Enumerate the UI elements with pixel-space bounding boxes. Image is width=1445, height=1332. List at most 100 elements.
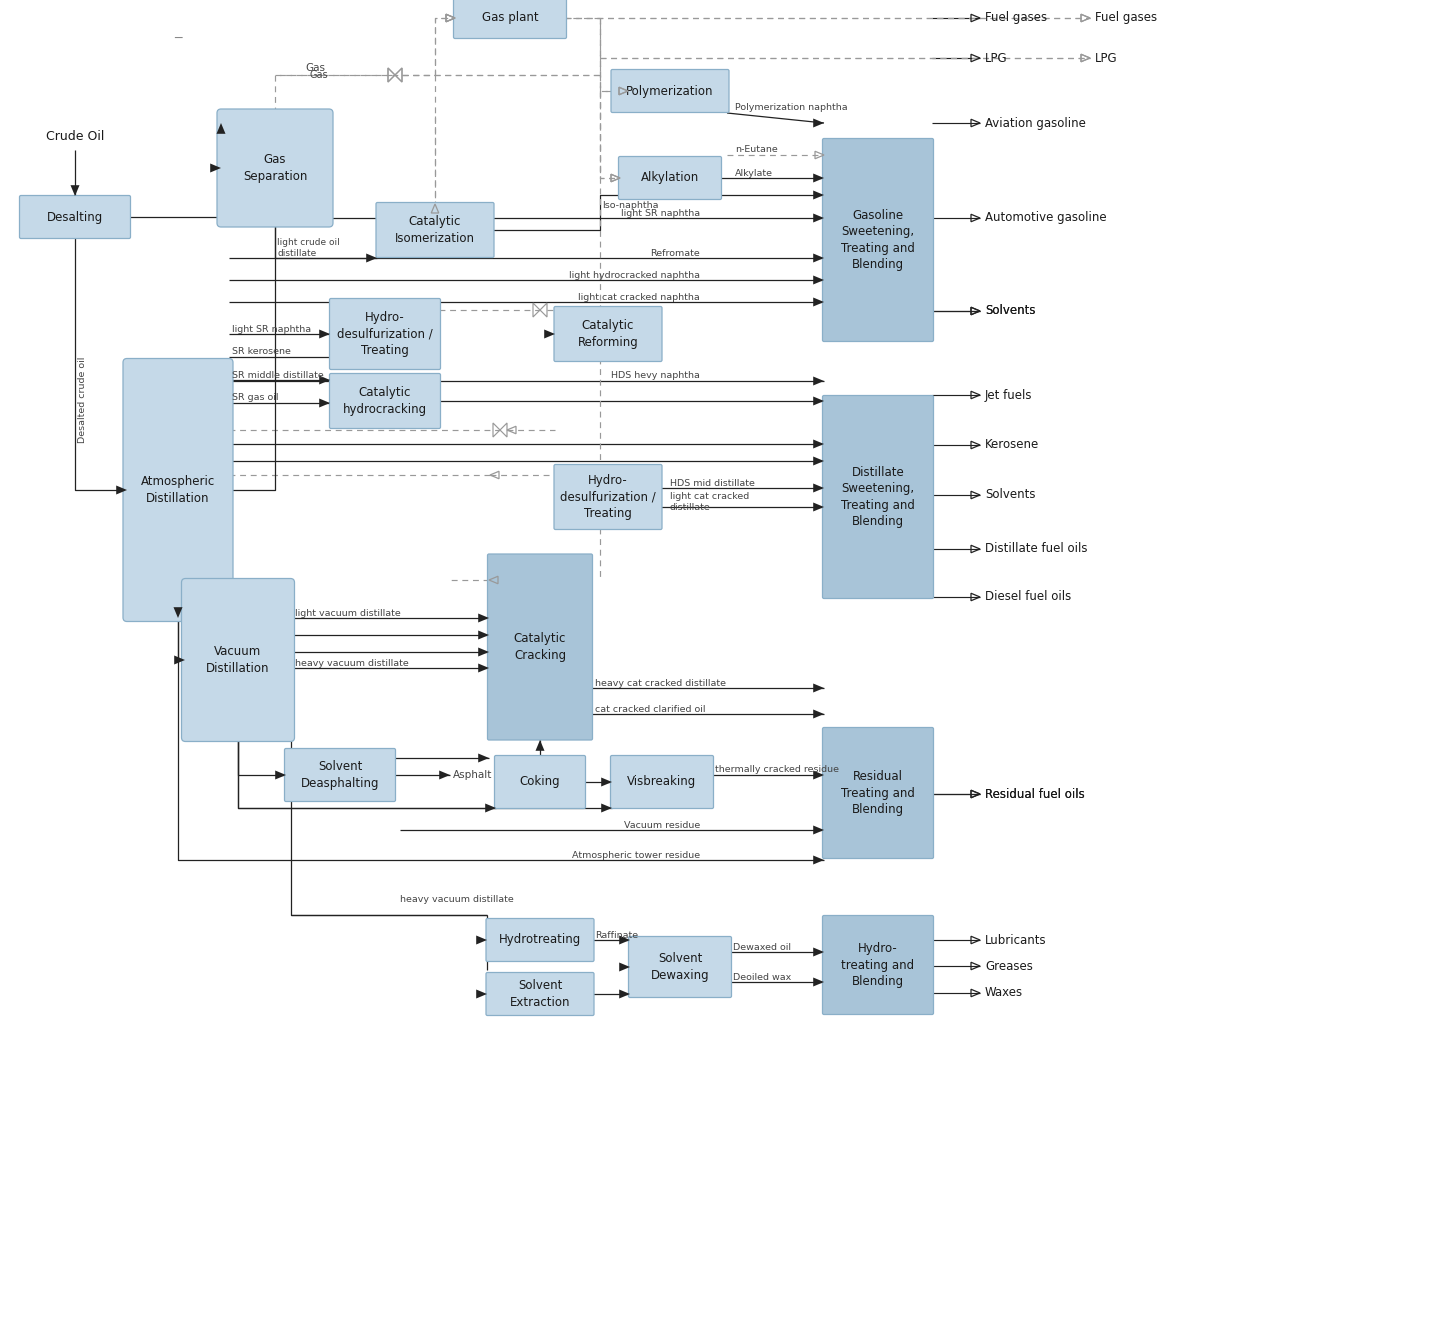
Polygon shape: [814, 978, 824, 987]
Text: Atmospheric tower residue: Atmospheric tower residue: [572, 851, 699, 859]
Polygon shape: [620, 935, 630, 944]
Text: Vacuum residue: Vacuum residue: [624, 821, 699, 830]
Polygon shape: [814, 377, 824, 385]
FancyBboxPatch shape: [553, 465, 662, 530]
Text: Catalytic
Isomerization: Catalytic Isomerization: [394, 216, 475, 245]
Text: HDS hevy naphtha: HDS hevy naphtha: [611, 372, 699, 381]
Text: Jet fuels: Jet fuels: [985, 389, 1033, 401]
FancyBboxPatch shape: [487, 554, 592, 741]
Polygon shape: [275, 770, 286, 779]
FancyBboxPatch shape: [123, 358, 233, 622]
Polygon shape: [814, 502, 824, 511]
Polygon shape: [814, 440, 824, 449]
Text: Polymerization: Polymerization: [626, 84, 714, 97]
FancyBboxPatch shape: [285, 749, 396, 802]
Polygon shape: [175, 655, 185, 665]
Text: Polymerization naphtha: Polymerization naphtha: [736, 104, 848, 112]
Polygon shape: [814, 683, 824, 693]
Polygon shape: [814, 770, 824, 779]
FancyBboxPatch shape: [19, 196, 130, 238]
FancyBboxPatch shape: [486, 972, 594, 1015]
Text: heavy vacuum distillate: heavy vacuum distillate: [295, 658, 409, 667]
Text: Lubricants: Lubricants: [985, 934, 1046, 947]
Polygon shape: [814, 173, 824, 182]
Polygon shape: [814, 297, 824, 306]
Text: light vacuum distillate: light vacuum distillate: [295, 609, 400, 618]
Polygon shape: [814, 213, 824, 222]
Polygon shape: [439, 770, 449, 779]
Text: Gas: Gas: [305, 63, 325, 73]
Text: n-Eutane: n-Eutane: [736, 145, 777, 155]
Polygon shape: [814, 484, 824, 493]
Polygon shape: [620, 963, 630, 971]
FancyBboxPatch shape: [610, 755, 714, 809]
Text: light hydrocracked naphtha: light hydrocracked naphtha: [569, 270, 699, 280]
FancyBboxPatch shape: [822, 727, 933, 859]
Text: thermally cracked residue: thermally cracked residue: [715, 766, 840, 774]
Text: LPG: LPG: [985, 52, 1007, 64]
Text: cat cracked clarified oil: cat cracked clarified oil: [595, 705, 705, 714]
Text: Solvent
Dewaxing: Solvent Dewaxing: [650, 952, 709, 982]
FancyBboxPatch shape: [182, 578, 295, 742]
Text: light SR naphtha: light SR naphtha: [233, 325, 311, 333]
Polygon shape: [366, 253, 377, 262]
Text: Vacuum
Distillation: Vacuum Distillation: [207, 645, 270, 675]
Polygon shape: [319, 398, 329, 408]
Text: Gasoline
Sweetening,
Treating and
Blending: Gasoline Sweetening, Treating and Blendi…: [841, 209, 915, 272]
Polygon shape: [71, 185, 79, 196]
FancyBboxPatch shape: [454, 0, 566, 39]
Polygon shape: [478, 663, 488, 673]
Polygon shape: [486, 803, 496, 813]
Polygon shape: [814, 190, 824, 200]
Text: Refromate: Refromate: [650, 249, 699, 257]
Text: Waxes: Waxes: [985, 987, 1023, 999]
Text: Fuel gases: Fuel gases: [985, 12, 1048, 24]
Text: ─: ─: [175, 32, 182, 44]
Text: Solvent
Deasphalting: Solvent Deasphalting: [301, 761, 379, 790]
Text: Coking: Coking: [520, 775, 561, 789]
FancyBboxPatch shape: [618, 156, 721, 200]
Text: Solvents: Solvents: [985, 305, 1036, 317]
Text: light SR naphtha: light SR naphtha: [621, 209, 699, 217]
Text: Visbreaking: Visbreaking: [627, 775, 696, 789]
Text: LPG: LPG: [1095, 52, 1117, 64]
Polygon shape: [116, 485, 127, 494]
Text: SR middle distillate: SR middle distillate: [233, 370, 324, 380]
FancyBboxPatch shape: [822, 396, 933, 598]
Polygon shape: [478, 754, 488, 762]
Text: HDS mid distillate: HDS mid distillate: [670, 478, 754, 488]
Text: Diesel fuel oils: Diesel fuel oils: [985, 590, 1071, 603]
Polygon shape: [814, 397, 824, 405]
Text: Hydrotreating: Hydrotreating: [499, 934, 581, 947]
Text: Distillate fuel oils: Distillate fuel oils: [985, 542, 1088, 555]
Polygon shape: [814, 457, 824, 465]
Text: Solvents: Solvents: [985, 305, 1036, 317]
Text: Asphalt: Asphalt: [452, 770, 493, 781]
Text: heavy cat cracked distillate: heavy cat cracked distillate: [595, 678, 725, 687]
Text: Solvent
Extraction: Solvent Extraction: [510, 979, 571, 1008]
Text: Hydro-
treating and
Blending: Hydro- treating and Blending: [841, 942, 915, 988]
Polygon shape: [477, 990, 487, 999]
Text: Gas plant: Gas plant: [481, 12, 539, 24]
Polygon shape: [814, 947, 824, 956]
FancyBboxPatch shape: [329, 298, 441, 369]
Polygon shape: [477, 935, 487, 944]
Polygon shape: [478, 630, 488, 639]
Polygon shape: [319, 376, 329, 385]
FancyBboxPatch shape: [217, 109, 332, 226]
Polygon shape: [545, 329, 555, 338]
Text: Fuel gases: Fuel gases: [1095, 12, 1157, 24]
Text: Iso-naphtha: Iso-naphtha: [603, 201, 659, 209]
FancyBboxPatch shape: [553, 306, 662, 361]
FancyBboxPatch shape: [629, 936, 731, 998]
Text: Atmospheric
Distillation: Atmospheric Distillation: [140, 476, 215, 505]
Text: Alkylate: Alkylate: [736, 169, 773, 177]
Text: Hydro-
desulfurization /
Treating: Hydro- desulfurization / Treating: [337, 310, 434, 357]
Text: Residual
Treating and
Blending: Residual Treating and Blending: [841, 770, 915, 817]
Text: Kerosene: Kerosene: [985, 438, 1039, 452]
Text: Catalytic
hydrocracking: Catalytic hydrocracking: [342, 386, 428, 416]
Text: SR gas oil: SR gas oil: [233, 393, 279, 402]
Text: Distillate
Sweetening,
Treating and
Blending: Distillate Sweetening, Treating and Blen…: [841, 466, 915, 529]
Text: Aviation gasoline: Aviation gasoline: [985, 116, 1085, 129]
Text: Solvents: Solvents: [985, 489, 1036, 502]
